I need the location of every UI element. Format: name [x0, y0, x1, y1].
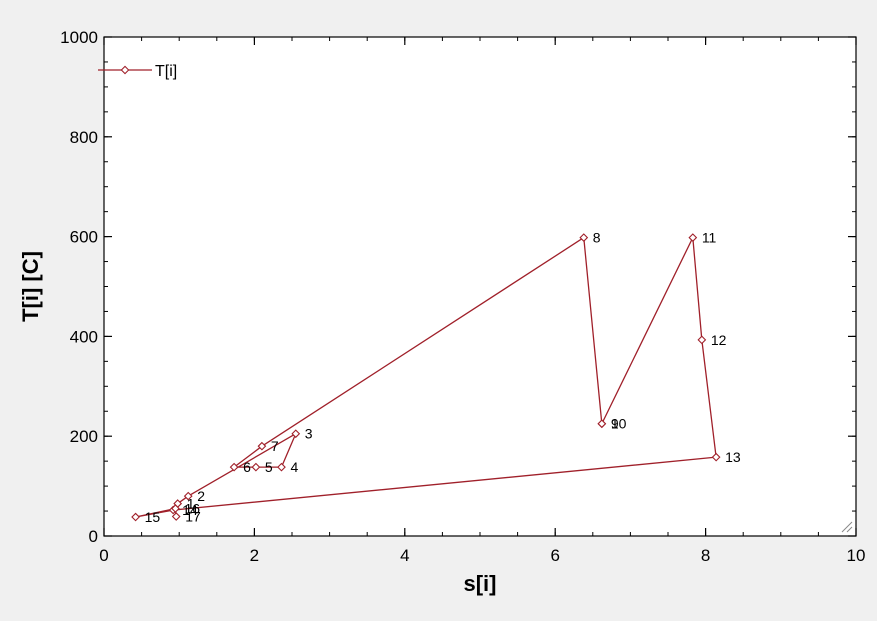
data-label-14: 14	[182, 502, 198, 518]
y-tick-label: 1000	[60, 28, 98, 47]
x-axis-title: s[i]	[464, 571, 497, 596]
data-label-16: 16	[184, 501, 200, 517]
data-label-9: 9	[611, 416, 619, 432]
data-label-3: 3	[305, 426, 313, 442]
data-label-10: 10	[611, 416, 627, 432]
y-tick-label: 400	[70, 327, 98, 346]
data-label-6: 6	[243, 459, 251, 475]
x-tick-label: 6	[550, 546, 559, 565]
y-axis-title: T[i] [C]	[18, 251, 43, 322]
data-label-7: 7	[271, 438, 279, 454]
plot-area	[103, 36, 857, 537]
x-tick-label: 8	[701, 546, 710, 565]
data-point-5	[251, 462, 261, 472]
data-label-5: 5	[265, 459, 273, 475]
data-label-4: 4	[290, 459, 298, 475]
x-tick-label: 10	[847, 546, 866, 565]
data-point-13	[711, 452, 721, 462]
data-point-3	[291, 429, 301, 439]
y-tick-label: 200	[70, 427, 98, 446]
x-tick-label: 2	[250, 546, 259, 565]
data-point-6	[229, 462, 239, 472]
y-tick-label: 800	[70, 128, 98, 147]
y-tick-label: 600	[70, 228, 98, 247]
data-point-11	[688, 233, 698, 242]
data-point-12	[697, 335, 707, 345]
data-label-15: 15	[145, 509, 161, 525]
data-label-2: 2	[197, 488, 205, 504]
data-point-16	[171, 504, 180, 513]
legend-marker	[120, 65, 130, 75]
data-point-10	[597, 419, 607, 429]
data-label-11: 11	[702, 230, 717, 246]
x-tick-label: 0	[99, 546, 108, 565]
series-line-0	[134, 236, 717, 518]
data-label-12: 12	[711, 332, 727, 348]
data-point-7	[257, 441, 267, 451]
data-point-17	[171, 512, 181, 521]
data-label-8: 8	[593, 230, 601, 246]
resize-grip-line[interactable]	[846, 526, 853, 533]
resize-grip-line[interactable]	[841, 521, 853, 533]
x-tick-label: 4	[400, 546, 409, 565]
data-label-13: 13	[725, 449, 741, 465]
y-tick-label: 0	[89, 527, 98, 546]
data-label-17: 17	[185, 509, 201, 525]
legend-label: T[i]	[155, 63, 177, 80]
data-point-2	[183, 491, 193, 501]
data-point-8	[579, 233, 589, 242]
data-point-4	[277, 462, 286, 472]
data-label-1: 1	[187, 496, 195, 512]
data-point-15	[131, 512, 140, 522]
